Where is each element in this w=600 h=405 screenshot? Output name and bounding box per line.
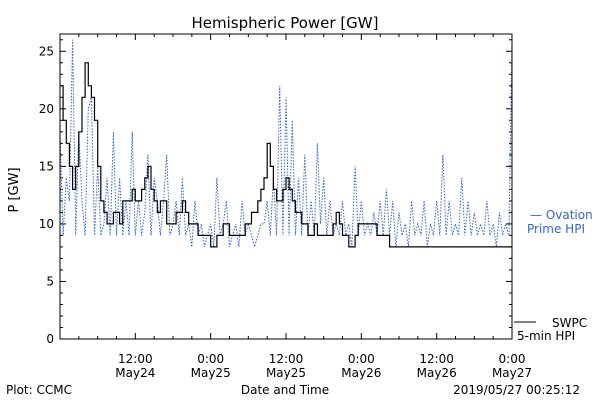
legend-swpc-line1: SWPC [552,316,587,330]
x-tick-label-date: May27 [492,366,532,380]
y-tick-label: 10 [39,217,54,231]
y-tick-label: 5 [46,274,54,288]
x-tick-label-date: May25 [266,366,306,380]
y-tick-label: 20 [39,102,54,116]
x-tick-label-time: 12:00 [419,352,454,366]
legend-ovation-line1: — Ovation [530,208,593,222]
footer-right: 2019/05/27 00:25:12 [453,383,580,397]
y-tick-label: 0 [46,332,54,346]
x-tick-label-time: 0:00 [499,352,526,366]
x-tick-label-time: 12:00 [118,352,153,366]
x-axis-label: Date and Time [241,383,329,397]
x-tick-label-time: 0:00 [348,352,375,366]
x-tick-label-date: May26 [417,366,457,380]
series-layer [59,39,513,249]
x-tick-label-time: 0:00 [197,352,224,366]
legend-swpc-line2: 5-min HPI [517,329,575,343]
x-tick-label-time: 12:00 [269,352,304,366]
legend-ovation-line2: Prime HPI [527,222,585,236]
y-tick-label: 25 [39,44,54,58]
axis-ticks: 051015202512:00May240:00May2512:00May250… [39,34,532,380]
footer-left: Plot: CCMC [6,383,72,397]
x-tick-label-date: May25 [191,366,231,380]
series-ovation-line [59,39,513,249]
x-tick-label-date: May26 [341,366,381,380]
chart-title: Hemispheric Power [GW] [192,14,379,32]
plot-frame [59,33,513,340]
y-axis-label: P [GW] [7,167,22,212]
series-swpc-line [60,62,512,248]
y-tick-label: 15 [39,159,54,173]
x-tick-label-date: May24 [115,366,155,380]
